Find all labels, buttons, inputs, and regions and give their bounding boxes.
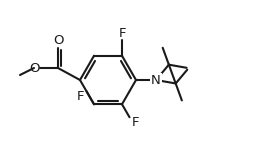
Text: F: F — [77, 90, 84, 103]
Text: N: N — [151, 74, 161, 87]
Text: O: O — [29, 61, 39, 74]
Text: F: F — [132, 116, 139, 129]
Text: F: F — [118, 27, 126, 40]
Text: O: O — [53, 34, 63, 48]
